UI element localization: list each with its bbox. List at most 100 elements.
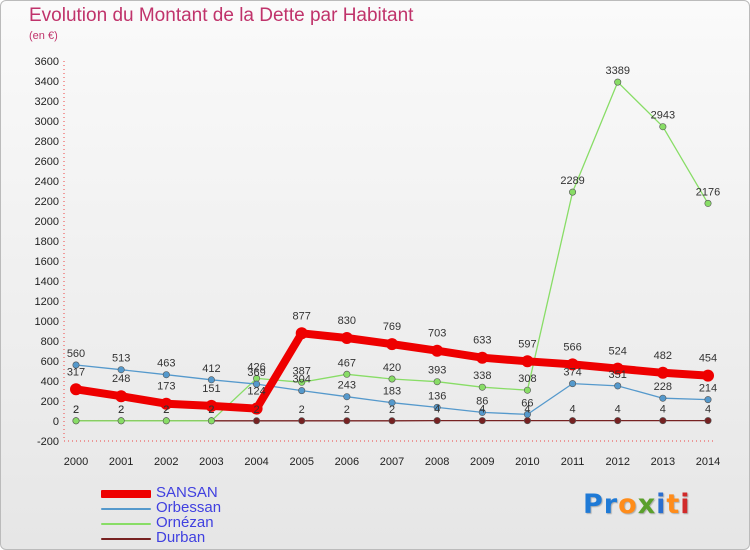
- y-tick-label: 3400: [35, 76, 59, 88]
- legend-swatch: [101, 490, 151, 498]
- data-point-orbessan: [388, 399, 396, 407]
- data-point-ornzan: [72, 417, 80, 425]
- x-tick-label: 2009: [470, 456, 494, 468]
- legend-swatch: [101, 523, 151, 525]
- data-point-sansan: [566, 358, 579, 371]
- y-tick-label: 800: [41, 336, 59, 348]
- data-point-sansan: [431, 344, 444, 357]
- data-label-ornzan: 2: [118, 404, 124, 416]
- chart-title: Evolution du Montant de la Dette par Hab…: [29, 5, 414, 26]
- data-label-sansan: 566: [563, 341, 581, 353]
- legend-item-orbessan: Orbessan: [101, 499, 341, 516]
- logo-letter: i: [656, 489, 667, 520]
- data-label-durban: 2: [254, 404, 260, 416]
- data-label-orbessan: 513: [112, 353, 130, 365]
- data-label-durban: 2: [73, 404, 79, 416]
- data-label-sansan: 454: [699, 353, 717, 365]
- legend-swatch: [101, 508, 151, 510]
- data-label-durban: 4: [524, 404, 530, 416]
- data-label-orbessan: 214: [699, 383, 717, 395]
- data-label-sansan: 524: [609, 346, 627, 358]
- data-point-ornzan: [117, 417, 125, 425]
- data-point-durban: [704, 417, 712, 425]
- data-point-ornzan: [614, 78, 622, 86]
- series-layer: [70, 78, 714, 425]
- x-tick-label: 2013: [651, 456, 675, 468]
- y-tick-label: 3200: [35, 96, 59, 108]
- x-tick-label: 2008: [425, 456, 449, 468]
- data-label-sansan: 317: [67, 366, 85, 378]
- data-point-orbessan: [659, 394, 667, 402]
- data-point-durban: [569, 417, 577, 425]
- data-label-ornzan: 393: [428, 365, 446, 377]
- data-label-orbessan: 86: [476, 395, 488, 407]
- data-point-ornzan: [388, 375, 396, 383]
- data-label-ornzan: 467: [338, 357, 356, 369]
- data-label-orbessan: 374: [563, 367, 581, 379]
- y-tick-label: 200: [41, 396, 59, 408]
- legend-item-sansan: SANSAN: [101, 484, 341, 501]
- data-point-durban: [659, 417, 667, 425]
- data-point-sansan: [476, 351, 489, 364]
- data-label-sansan: 633: [473, 335, 491, 347]
- data-label-orbessan: 243: [338, 380, 356, 392]
- data-label-durban: 2: [163, 404, 169, 416]
- data-label-durban: 2: [389, 404, 395, 416]
- legend-label: Durban: [156, 529, 206, 546]
- data-label-ornzan: 2: [208, 404, 214, 416]
- data-label-orbessan: 369: [247, 367, 265, 379]
- legend-item-ornzan: Ornézan: [101, 514, 341, 531]
- data-label-ornzan: 2943: [651, 110, 675, 122]
- data-point-ornzan: [569, 188, 577, 196]
- data-point-orbessan: [253, 380, 261, 388]
- y-tick-label: 2800: [35, 136, 59, 148]
- data-label-orbessan: 560: [67, 348, 85, 360]
- x-tick-label: 2004: [244, 456, 268, 468]
- y-tick-label: 600: [41, 356, 59, 368]
- y-tick-label: 400: [41, 376, 59, 388]
- data-point-durban: [523, 417, 531, 425]
- data-point-sansan: [70, 383, 82, 396]
- data-label-durban: 4: [660, 404, 666, 416]
- y-tick-label: 2200: [35, 196, 59, 208]
- chart-subtitle: (en €): [29, 30, 58, 42]
- logo-letter: t: [666, 489, 681, 520]
- data-point-durban: [478, 417, 486, 425]
- data-point-orbessan: [72, 361, 80, 369]
- data-point-durban: [343, 417, 351, 425]
- data-point-orbessan: [433, 403, 441, 411]
- data-point-sansan: [521, 355, 534, 368]
- data-point-ornzan: [343, 370, 351, 378]
- y-tick-label: 2000: [35, 216, 59, 228]
- data-point-sansan: [295, 327, 308, 340]
- data-label-durban: 4: [479, 404, 485, 416]
- x-tick-label: 2000: [64, 456, 88, 468]
- data-point-sansan: [656, 366, 669, 379]
- x-tick-label: 2010: [515, 456, 539, 468]
- x-tick-label: 2003: [199, 456, 223, 468]
- data-point-sansan: [205, 399, 218, 412]
- data-point-durban: [388, 417, 396, 425]
- x-tick-label: 2005: [289, 456, 313, 468]
- data-label-ornzan: 2: [73, 404, 79, 416]
- data-label-durban: 4: [570, 404, 576, 416]
- y-tick-label: 1600: [35, 256, 59, 268]
- data-label-sansan: 124: [247, 386, 265, 398]
- data-point-ornzan: [207, 417, 215, 425]
- data-point-orbessan: [298, 387, 306, 395]
- data-label-orbessan: 351: [609, 369, 627, 381]
- data-label-orbessan: 304: [293, 374, 311, 386]
- y-tick-label: 2600: [35, 156, 59, 168]
- axes: -200 0 200 400 600 800 1000 1200 1400 1600 1800 200…: [35, 56, 721, 468]
- logo-letter: P: [583, 489, 604, 520]
- data-label-sansan: 151: [202, 383, 220, 395]
- data-point-orbessan: [117, 366, 125, 374]
- data-label-ornzan: 3389: [605, 65, 629, 77]
- y-tick-label: 0: [53, 416, 59, 428]
- data-label-durban: 2: [344, 404, 350, 416]
- data-point-orbessan: [478, 408, 486, 416]
- x-tick-label: 2012: [605, 456, 629, 468]
- legend: SANSAN Orbessan Ornézan Durban: [101, 484, 341, 546]
